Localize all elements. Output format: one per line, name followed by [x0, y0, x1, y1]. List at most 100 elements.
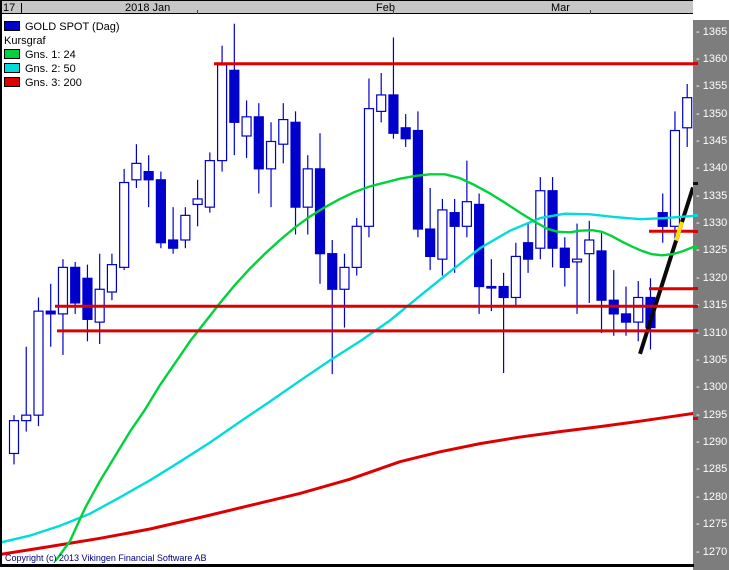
- candlestick-body: [547, 190, 558, 249]
- legend-item-kursgraf: Kursgraf: [4, 34, 120, 48]
- price-chart-canvas[interactable]: [2, 14, 693, 564]
- price-axis-label: - 1270: [696, 545, 728, 558]
- instrument-swatch-icon: [4, 21, 20, 31]
- timeline-month-tick: [393, 10, 394, 14]
- price-axis-label: - 1275: [696, 518, 728, 531]
- price-axis-label: - 1360: [696, 52, 728, 65]
- candlestick-body: [584, 239, 595, 255]
- candlestick-body: [155, 179, 166, 244]
- timeline-month-label: Mar: [551, 2, 570, 14]
- candlestick-body: [180, 214, 191, 241]
- price-axis-label: - 1355: [696, 80, 728, 93]
- legend-item-ma24: Gns. 1: 24: [4, 48, 120, 62]
- candlestick-body: [204, 160, 215, 208]
- price-axis-label: - 1285: [696, 463, 728, 476]
- trendline: [638, 186, 693, 355]
- candlestick-body: [474, 203, 485, 288]
- candlestick-body: [82, 277, 93, 320]
- bottom-border: [0, 564, 694, 567]
- candlestick-body: [596, 250, 607, 301]
- price-axis-label: - 1310: [696, 326, 728, 339]
- candlestick-body: [339, 266, 350, 290]
- candlestick-body: [498, 285, 509, 299]
- candlestick-body: [351, 225, 362, 268]
- candlestick-body: [216, 64, 228, 162]
- legend-label: Gns. 3: 200: [25, 77, 82, 89]
- price-axis-label: - 1365: [696, 25, 728, 38]
- ma200-swatch-icon: [4, 77, 20, 87]
- trendline-highlight: [674, 221, 684, 242]
- price-axis-label: - 1335: [696, 189, 728, 202]
- ma-line-200: [2, 412, 693, 556]
- axis-value-mark: [693, 304, 698, 308]
- timeline-month-tick: [590, 10, 591, 14]
- timeline-bar: 17 2018 Jan Feb Mar: [0, 0, 693, 14]
- price-axis-label: - 1280: [696, 490, 728, 503]
- price-axis: - 1270 - 1275 - 1280 - 1285 - 1290 - 1295 - 13…: [693, 20, 729, 570]
- candlestick-body: [192, 198, 203, 206]
- price-axis-label: - 1325: [696, 244, 728, 257]
- candlestick-body: [522, 242, 534, 260]
- axis-value-mark: [693, 182, 698, 186]
- plot-area: GOLD SPOT (Dag) Kursgraf Gns. 1: 24 Gns.…: [2, 14, 693, 564]
- candlestick-body: [510, 255, 521, 299]
- candlestick-body: [265, 140, 277, 170]
- price-axis-label: - 1300: [696, 381, 728, 394]
- candlestick-body: [571, 258, 583, 263]
- candlestick-body: [412, 129, 424, 230]
- axis-value-mark: [693, 329, 698, 333]
- legend-label: Kursgraf: [4, 35, 46, 47]
- candlestick-body: [327, 253, 338, 290]
- candlestick-body: [229, 69, 240, 123]
- legend-label: GOLD SPOT (Dag): [25, 21, 120, 33]
- candlestick-body: [106, 264, 118, 293]
- axis-value-mark: [693, 416, 698, 420]
- price-axis-label: - 1295: [696, 408, 728, 421]
- ma-line-24: [54, 173, 693, 562]
- legend-label: Gns. 2: 50: [25, 63, 76, 75]
- price-axis-label: - 1315: [696, 299, 728, 312]
- axis-value-mark: [693, 287, 698, 291]
- price-axis-label: - 1345: [696, 134, 728, 147]
- price-axis-label: - 1320: [696, 271, 728, 284]
- chart-legend: GOLD SPOT (Dag) Kursgraf Gns. 1: 24 Gns.…: [4, 20, 120, 90]
- candlestick-body: [57, 266, 69, 315]
- candlestick-body: [302, 168, 313, 208]
- legend-item-ma50: Gns. 2: 50: [4, 62, 120, 76]
- candlestick-body: [682, 97, 693, 129]
- timeline-year-tick: [21, 3, 22, 18]
- timeline-year-label: 17: [3, 2, 16, 14]
- candlestick-body: [290, 121, 301, 208]
- price-axis-label: - 1305: [696, 353, 728, 366]
- axis-value-mark: [693, 62, 698, 66]
- candlestick-body: [278, 118, 289, 145]
- axis-value-mark: [693, 246, 698, 250]
- candlestick-body: [119, 181, 130, 268]
- axis-corner: [693, 0, 729, 20]
- candlestick-body: [437, 209, 448, 260]
- candlestick-body: [486, 285, 497, 289]
- candlestick-body: [241, 116, 252, 137]
- timeline-month-label: 2018 Jan: [125, 2, 171, 14]
- candlestick-body: [425, 228, 436, 258]
- legend-item-instrument: GOLD SPOT (Dag): [4, 20, 120, 34]
- candlestick-body: [461, 201, 472, 227]
- price-axis-label: - 1340: [696, 162, 728, 175]
- ma50-swatch-icon: [4, 63, 20, 73]
- candlestick-body: [33, 310, 44, 416]
- timeline-month-label: Feb: [376, 2, 395, 14]
- left-border: [0, 0, 2, 567]
- price-axis-label: - 1290: [696, 436, 728, 449]
- ma-line-50: [2, 212, 693, 544]
- candlestick-body: [400, 127, 411, 140]
- candlestick-body: [70, 266, 81, 304]
- axis-value-mark: [693, 214, 698, 218]
- price-axis-label: - 1350: [696, 107, 728, 120]
- copyright-text: Copyright (c) 2013 Vikingen Financial So…: [5, 553, 207, 563]
- ma24-swatch-icon: [4, 49, 20, 59]
- candlestick-body: [21, 414, 32, 422]
- candlestick-body: [559, 247, 570, 268]
- candlestick-body: [376, 94, 387, 112]
- candlestick-body: [168, 239, 179, 249]
- candlestick-body: [363, 108, 375, 227]
